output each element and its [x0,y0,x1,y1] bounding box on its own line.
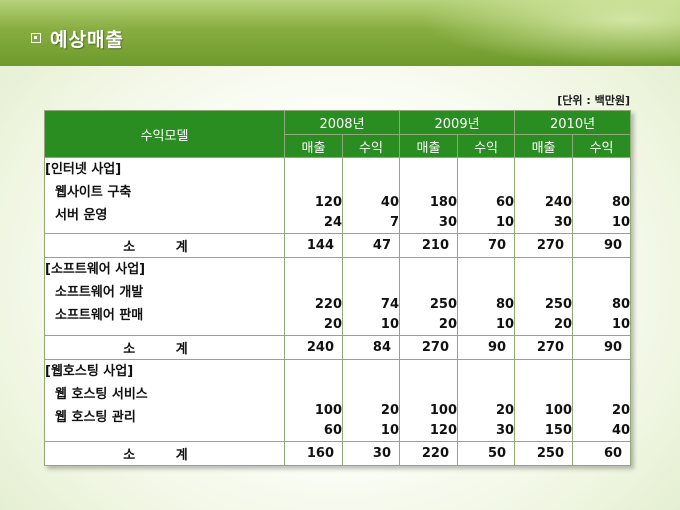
profit-header: 수익 [341,134,401,158]
profit-header: 수익 [457,134,516,158]
subtotal-cell: 60 [572,441,632,466]
header-glow [420,0,680,66]
sales-header: 매출 [284,134,343,158]
subtotal-label: 소 계 [44,335,285,360]
subtotal-cell: 160 [284,441,343,466]
year-header: 2009년 [399,110,516,135]
subtotal-cell: 90 [572,335,632,360]
value-cell: 80 10 [457,257,516,336]
item-name: 웹사이트 구축 [55,185,132,200]
group-name: [인터넷 사업] [45,162,122,177]
item-name: 웹 호스팅 관리 [55,410,136,425]
subtotal-label: 소 계 [44,441,285,466]
subtotal-cell: 90 [457,335,516,360]
sales-header: 매출 [514,134,574,158]
subtotal-cell: 47 [341,233,401,258]
value-cell: 20 30 [457,359,516,442]
value-cell: 100 120 [399,359,459,442]
square-bullet-icon [31,33,41,43]
year-header: 2010년 [514,110,632,135]
year-header-row: 수익모델 2008년 2009년 2010년 [44,110,632,158]
subtotal-cell: 50 [457,441,516,466]
model-header: 수익모델 [44,110,285,158]
item-name: 소프트웨어 판매 [55,308,144,323]
business-group-row: [웹호스팅 사업] 웹 호스팅 서비스 웹 호스팅 관리 100 60 20 10 … [44,359,632,442]
subtotal-cell: 210 [399,233,459,258]
value-cell: 80 10 [572,257,632,336]
subtotal-row: 소 계 160 30 220 50 250 60 [44,441,632,466]
business-group-row: [인터넷 사업] 웹사이트 구축 서버 운영 120 24 40 7 180 30 6… [44,157,632,234]
profit-header: 수익 [572,134,632,158]
subtotal-cell: 270 [514,233,574,258]
subtotal-row: 소 계 144 47 210 70 270 90 [44,233,632,258]
value-cell: 40 7 [341,157,401,234]
value-cell: 80 10 [572,157,632,234]
group-name: [웹호스팅 사업] [45,364,134,379]
subtotal-label: 소 계 [44,233,285,258]
business-group-row: [소프트웨어 사업] 소프트웨어 개발 소프트웨어 판매 220 20 74 10 … [44,257,632,336]
value-cell: 250 20 [399,257,459,336]
value-cell: 240 30 [514,157,574,234]
subtotal-cell: 270 [514,335,574,360]
value-cell: 100 60 [284,359,343,442]
subtotal-cell: 70 [457,233,516,258]
business-group-label: [인터넷 사업] 웹사이트 구축 서버 운영 [44,157,285,234]
value-cell: 120 24 [284,157,343,234]
value-cell: 20 10 [341,359,401,442]
revenue-table: 수익모델 2008년 2009년 2010년 매출 수익 매출 수익 매출 수익… [44,110,632,466]
subtotal-cell: 144 [284,233,343,258]
subtotal-cell: 84 [341,335,401,360]
subtotal-cell: 30 [341,441,401,466]
subtotal-cell: 250 [514,441,574,466]
page-title: 예상매출 [50,29,124,51]
year-header: 2008년 [283,110,401,135]
value-cell: 100 150 [514,359,574,442]
item-name: 서버 운영 [55,208,108,223]
unit-note: [단위 : 백만원] [557,94,630,107]
value-cell: 74 10 [341,257,401,336]
value-cell: 20 40 [572,359,632,442]
subtotal-row: 소 계 240 84 270 90 270 90 [44,335,632,360]
sales-header: 매출 [399,134,459,158]
subtotal-cell: 90 [572,233,632,258]
subtotal-cell: 220 [399,441,459,466]
business-group-label: [소프트웨어 사업] 소프트웨어 개발 소프트웨어 판매 [44,257,285,336]
sub-header-row: 매출 수익 매출 수익 매출 수익 [45,134,632,158]
value-cell: 60 10 [457,157,516,234]
group-name: [소프트웨어 사업] [45,262,146,277]
value-cell: 220 20 [284,257,343,336]
title-bar: 예상매출 [0,0,680,66]
value-cell: 180 30 [399,157,459,234]
business-group-label: [웹호스팅 사업] 웹 호스팅 서비스 웹 호스팅 관리 [44,359,285,442]
item-name: 웹 호스팅 서비스 [55,387,148,402]
subtotal-cell: 240 [284,335,343,360]
value-cell: 250 20 [514,257,574,336]
subtotal-cell: 270 [399,335,459,360]
item-name: 소프트웨어 개발 [55,285,144,300]
